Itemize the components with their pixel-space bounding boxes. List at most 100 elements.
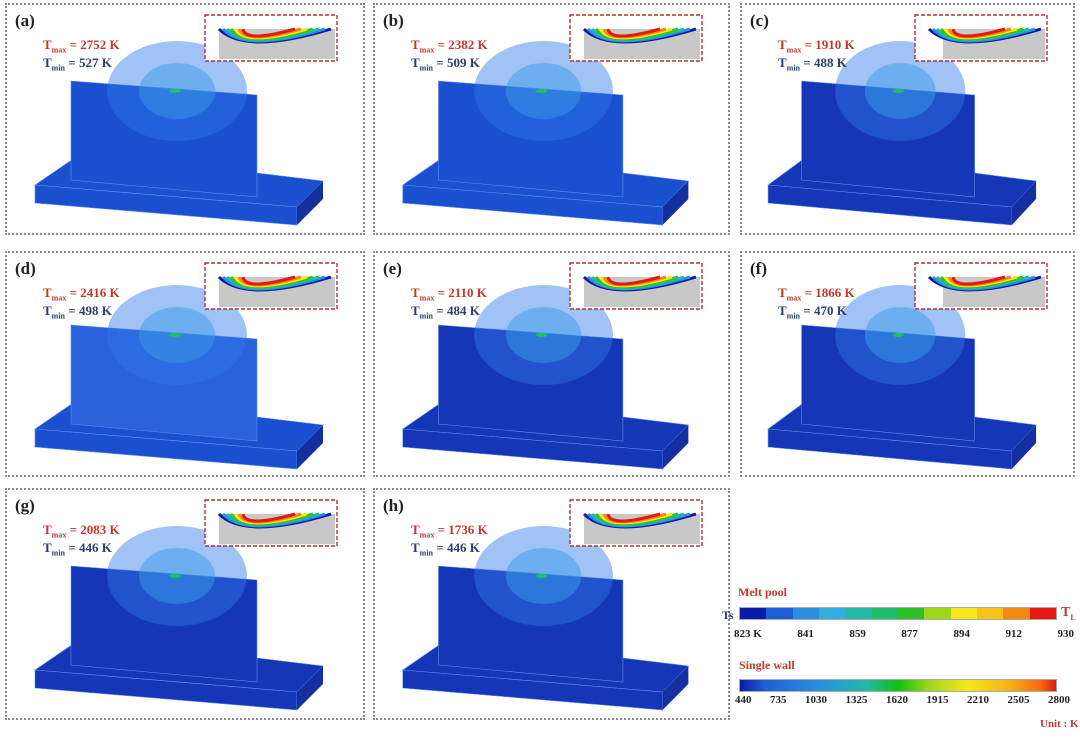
t-symbol: T [411,540,420,555]
t-min-label: Tmin = 488 K [778,55,847,73]
t-symbol: T [778,55,787,70]
tick-label: 2800 [1048,694,1070,706]
colorbar-segment [792,608,819,619]
t-symbol: T [43,285,52,300]
single-wall-model [401,285,690,470]
panel-f: (f) Tmax = 1866 K Tmin = 470 K [740,251,1075,477]
simulation-render [767,14,1048,226]
t-min-label: Tmin = 484 K [411,303,480,321]
melt-pool-contour [606,275,661,286]
tick-label: 877 [901,628,918,640]
base-side [662,666,689,710]
simulation-render [767,262,1048,470]
colorbar-segment [976,608,1004,619]
t-max-value: 2110 K [448,285,487,300]
melt-pool-title: Melt pool [738,585,787,599]
t-min-value: 446 K [446,540,480,555]
single-wall-model [34,41,324,226]
t-min-value: 470 K [813,303,847,318]
melt-pool-contour [606,27,661,38]
equals: = [66,37,81,52]
t-max-label: Tmax = 2083 K [43,522,120,540]
tick-label: 2505 [1007,694,1030,706]
t-min-value: 488 K [813,55,847,70]
panel-g: (g) Tmax = 2083 K Tmin = 446 K [5,488,365,720]
min-subscript: min [51,548,66,558]
max-subscript: max [419,530,435,540]
max-subscript: max [419,45,435,55]
equals: = [433,303,447,318]
melt-pool-inset [914,262,1048,310]
min-subscript: min [419,63,434,73]
panel-label: (a) [15,11,35,30]
hot-spot [535,89,548,93]
equals: = [65,55,79,70]
single-wall-model [34,285,324,470]
colorbar-segment [766,608,793,619]
simulation-render [34,14,338,226]
panel-label: (f) [750,259,767,278]
t-symbol: T [778,303,787,318]
base-side [297,425,323,469]
t-symbol: T [411,522,420,537]
max-subscript: max [51,293,67,303]
t-symbol: T [43,522,52,537]
min-subscript: min [51,311,66,321]
melt-pool-contour [241,27,296,38]
single-wall-colorbar [739,679,1057,692]
tick-label: 1915 [926,694,949,706]
equals: = [65,303,79,318]
t-max-value: 2083 K [80,522,120,537]
melt-pool-colorbar [739,607,1057,620]
base-side [662,181,689,225]
t-max-label: Tmax = 2110 K [411,285,487,303]
colorbar-segment [871,608,898,619]
t-min-label: Tmin = 509 K [411,55,480,73]
t-min-value: 498 K [78,303,112,318]
panel-d: (d) Tmax = 2416 K Tmin = 498 K [5,251,365,477]
single-wall-model [767,285,1037,470]
simulation-render [401,14,703,226]
t-symbol: T [43,540,52,555]
t-max-label: Tmax = 1736 K [411,522,488,540]
panel-label: (d) [15,259,36,278]
tick-label: 841 [797,628,814,640]
melt-pool-inset [569,499,703,547]
min-subscript: min [786,63,801,73]
tl-t: T [1061,605,1071,620]
max-subscript: max [786,293,802,303]
panel-label: (g) [15,496,35,515]
simulation-render [34,262,338,470]
panel-label: (e) [383,259,402,278]
base-side [297,181,323,225]
simulation-render [401,499,703,711]
melt-pool-inset [204,14,338,62]
t-symbol: T [411,303,420,318]
t-max-label: Tmax = 2752 K [43,37,120,55]
equals: = [434,285,449,300]
simulation-render [401,262,703,470]
tick-label: 2210 [967,694,989,706]
panel-label: (b) [383,11,404,30]
melt-pool-contour [606,512,661,523]
t-min-value: 509 K [446,55,480,70]
t-max-value: 1910 K [815,37,855,52]
base-side [662,425,689,469]
equals: = [433,55,447,70]
t-max-value: 1866 K [815,285,855,300]
tl-sub: L [1070,612,1076,622]
base-side [297,666,323,710]
t-symbol: T [778,285,787,300]
t-min-label: Tmin = 527 K [43,55,112,73]
melt-pool-contour [241,275,296,286]
equals: = [433,540,447,555]
panel-label: (h) [383,496,404,515]
colorbar-segment [740,608,767,619]
max-subscript: max [51,45,67,55]
hot-spot [169,333,181,337]
t-max-label: Tmax = 1866 K [778,285,855,303]
tick-label: 440 [735,694,752,706]
base-front [402,184,663,226]
t-max-value: 2752 K [80,37,120,52]
single-wall-title: Single wall [739,658,795,672]
